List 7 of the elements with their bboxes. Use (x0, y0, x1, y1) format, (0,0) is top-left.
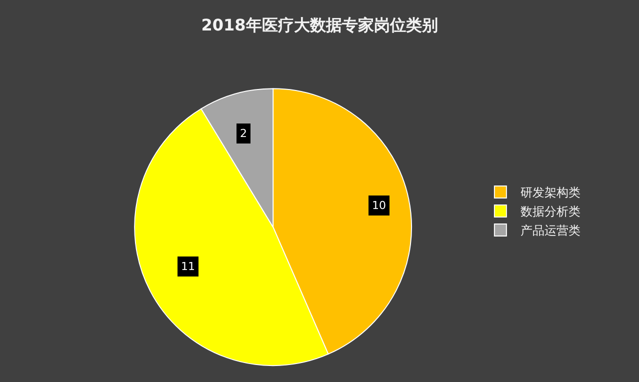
data-label: 2 (240, 127, 247, 140)
legend-label: 研发架构类 (520, 186, 580, 200)
data-label: 10 (372, 199, 386, 212)
chart-title: 2018年医疗大数据专家岗位类别 (201, 15, 438, 34)
legend-label: 产品运营类 (520, 224, 580, 238)
data-label: 11 (181, 260, 195, 273)
legend-label: 数据分析类 (520, 204, 580, 219)
